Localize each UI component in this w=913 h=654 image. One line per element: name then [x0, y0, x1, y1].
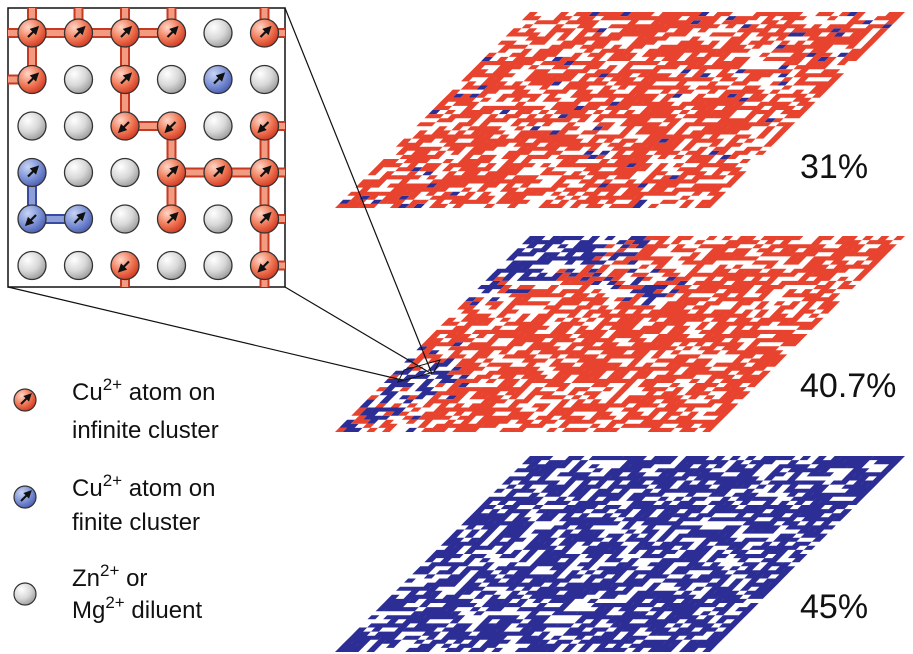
- cu-infinite-atom-icon: [156, 157, 187, 188]
- legend-infinite-base: Cu: [72, 379, 103, 406]
- cu-infinite-atom-icon: [156, 204, 187, 234]
- layer-label-45: 45%: [800, 588, 868, 626]
- cu-infinite-atom-icon: [249, 111, 280, 141]
- diluent-atom-icon: [63, 64, 94, 95]
- legend-grey-atom-icon: [13, 582, 37, 606]
- legend-item-infinite: Cu2+ atom on infinite cluster: [13, 375, 219, 444]
- lattice-layer-1: [335, 12, 905, 208]
- cu-finite-atom-icon: [17, 157, 47, 188]
- legend-finite-sup: 2+: [103, 471, 122, 490]
- finite-cluster-sites: [339, 236, 689, 432]
- legend-finite-base: Cu: [72, 475, 103, 502]
- svg-text:Cu2+ atom on: Cu2+ atom on: [72, 471, 215, 502]
- legend-item-finite: Cu2+ atom on finite cluster: [13, 471, 215, 536]
- cu-infinite-atom-icon: [249, 204, 280, 234]
- legend-infinite-rest: atom on: [122, 379, 215, 406]
- diluent-atom-icon: [63, 111, 94, 141]
- legend-diluent-rest2: diluent: [125, 597, 203, 624]
- zoom-connector-lines: [7, 7, 441, 383]
- cu-finite-atom-icon: [63, 204, 94, 234]
- layer-label-40-7: 40.7%: [800, 367, 896, 405]
- lattice-layers: [335, 12, 905, 652]
- cu-infinite-atom-icon: [110, 18, 140, 48]
- lattice-layer-3: [335, 456, 905, 652]
- cu-infinite-atom-icon: [249, 157, 280, 188]
- legend-diluent-sup1: 2+: [100, 561, 119, 580]
- cu-infinite-atom-icon: [249, 250, 280, 281]
- diluent-atom-icon: [203, 204, 233, 234]
- infinite-cluster-sites: [335, 12, 905, 208]
- diluent-atom-icon: [249, 64, 280, 95]
- cu-infinite-atom-icon: [110, 250, 140, 281]
- cu-infinite-atom-icon: [17, 18, 47, 48]
- diluent-atom-icon: [17, 111, 47, 141]
- cu-finite-atom-icon: [203, 64, 233, 95]
- infinite-cluster-sites: [335, 236, 905, 432]
- diluent-atom-icon: [110, 157, 140, 188]
- diluent-atom-icon: [203, 111, 233, 141]
- inset-lattice-zoom: [7, 7, 286, 288]
- legend-infinite-sup: 2+: [103, 375, 122, 394]
- cu-infinite-atom-icon: [63, 18, 94, 48]
- cu-infinite-atom-icon: [156, 111, 187, 141]
- legend-blue-atom-icon: [13, 485, 37, 509]
- svg-text:Cu2+ atom on: Cu2+ atom on: [72, 375, 215, 406]
- legend-diluent-base2: Mg: [72, 597, 105, 624]
- cu-infinite-atom-icon: [203, 157, 233, 188]
- svg-text:Mg2+ diluent: Mg2+ diluent: [72, 593, 202, 624]
- legend-item-diluent: Zn2+ or Mg2+ diluent: [13, 561, 202, 624]
- diluent-atom-icon: [17, 250, 47, 281]
- diluent-atom-icon: [203, 18, 233, 48]
- legend-finite-rest: atom on: [122, 475, 215, 502]
- svg-text:Zn2+ or: Zn2+ or: [72, 561, 147, 592]
- diluent-atom-icon: [110, 204, 140, 234]
- legend-red-atom-icon: [13, 388, 37, 412]
- finite-cluster-sites: [339, 12, 893, 208]
- cu-infinite-atom-icon: [249, 18, 280, 48]
- diluent-atom-icon: [156, 250, 187, 281]
- legend: Cu2+ atom on infinite cluster Cu2+ atom …: [13, 375, 219, 624]
- legend-diluent-base1: Zn: [72, 565, 100, 592]
- legend-diluent-rest1: or: [119, 565, 147, 592]
- diluent-atom-icon: [63, 157, 94, 188]
- cu-infinite-atom-icon: [156, 18, 187, 48]
- diluent-atom-icon: [156, 64, 187, 95]
- finite-cluster-sites: [335, 456, 905, 652]
- legend-infinite-line2: infinite cluster: [72, 417, 219, 444]
- diluent-atom-icon: [63, 250, 94, 281]
- lattice-layer-2: [335, 236, 905, 432]
- cu-infinite-atom-icon: [17, 64, 47, 95]
- legend-finite-line2: finite cluster: [72, 509, 200, 536]
- cu-infinite-atom-icon: [110, 64, 140, 95]
- cu-finite-atom-icon: [17, 204, 47, 234]
- cu-infinite-atom-icon: [110, 111, 140, 141]
- layer-label-31: 31%: [800, 148, 868, 186]
- legend-diluent-sup2: 2+: [105, 593, 124, 612]
- diluent-atom-icon: [203, 250, 233, 281]
